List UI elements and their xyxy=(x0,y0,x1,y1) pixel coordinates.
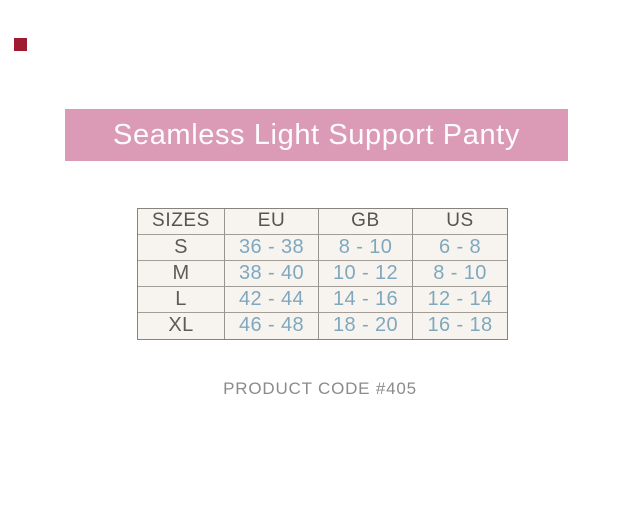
product-code: PRODUCT CODE #405 xyxy=(223,379,417,398)
title-banner: Seamless Light Support Panty xyxy=(65,109,568,161)
size-value-xl-eu: 46 - 48 xyxy=(225,312,319,339)
size-value-m-gb: 10 - 12 xyxy=(319,260,413,287)
column-header-us: US xyxy=(413,209,507,235)
size-label-l: L xyxy=(138,286,225,313)
size-value-l-eu: 42 - 44 xyxy=(225,286,319,313)
corner-marker xyxy=(14,38,27,51)
size-value-m-us: 8 - 10 xyxy=(413,261,507,287)
size-label-xl: XL xyxy=(138,312,225,339)
size-value-xl-us: 16 - 18 xyxy=(427,314,493,337)
size-value-s-us: 6 - 8 xyxy=(413,235,507,261)
size-value-l-us: 12 - 14 xyxy=(413,287,507,313)
size-chart-table: SIZES EU GB US S 36 - 38 8 - 10 6 - 8 M … xyxy=(137,208,508,340)
size-value-m-eu: 38 - 40 xyxy=(225,260,319,287)
size-label-s: S xyxy=(138,234,225,261)
page-title: Seamless Light Support Panty xyxy=(113,118,520,151)
size-value-s-eu: 36 - 38 xyxy=(225,234,319,261)
size-value-xl-gb: 18 - 20 xyxy=(319,312,413,339)
column-header-eu: EU xyxy=(225,209,319,235)
column-header-gb: GB xyxy=(319,209,413,235)
size-label-m: M xyxy=(138,260,225,287)
column-header-sizes: SIZES xyxy=(138,209,225,235)
size-value-l-gb: 14 - 16 xyxy=(319,286,413,313)
size-value-s-gb: 8 - 10 xyxy=(319,234,413,261)
